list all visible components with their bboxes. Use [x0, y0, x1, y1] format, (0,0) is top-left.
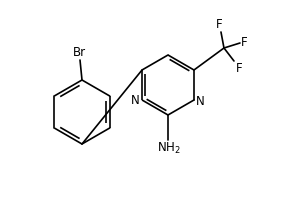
Text: N: N [131, 95, 140, 108]
Text: F: F [216, 18, 222, 31]
Text: F: F [241, 36, 248, 49]
Text: Br: Br [72, 46, 86, 59]
Text: F: F [236, 62, 243, 75]
Text: N: N [196, 95, 205, 108]
Text: NH$_2$: NH$_2$ [157, 141, 181, 156]
